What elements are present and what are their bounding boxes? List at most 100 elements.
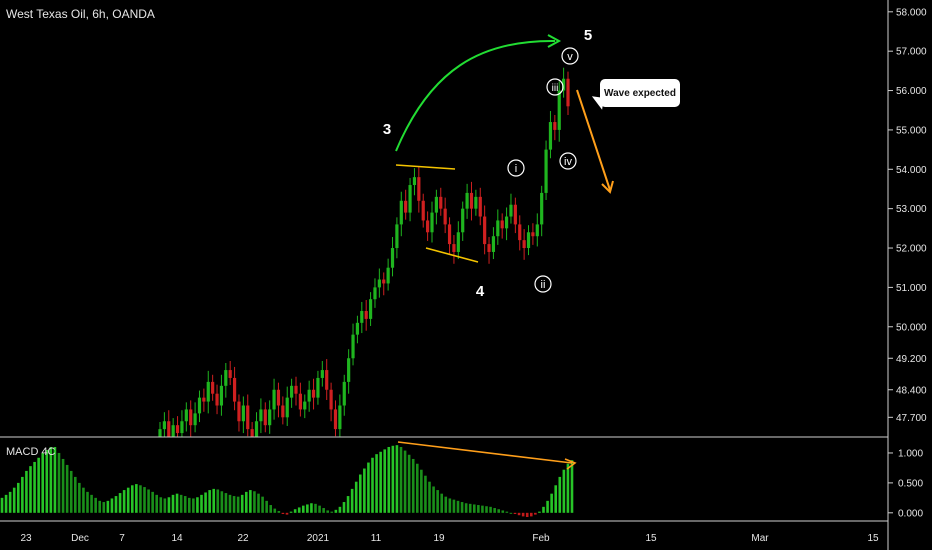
macd-bar: [69, 470, 73, 513]
candle-body: [307, 389, 311, 402]
candle-body: [228, 370, 232, 378]
candle-body: [237, 401, 241, 422]
macd-bar: [452, 499, 456, 513]
candle-body: [241, 405, 245, 422]
macd-bar: [538, 511, 541, 513]
candle-body: [496, 220, 500, 237]
candle-body: [443, 208, 447, 225]
macd-bar: [0, 497, 4, 513]
macd-bar: [208, 490, 211, 513]
macd-bar: [558, 476, 562, 513]
macd-bar: [542, 506, 545, 513]
macd-bar: [187, 497, 191, 513]
wedge-upper-line[interactable]: [395, 164, 456, 170]
time-tick-label: Dec: [71, 533, 89, 544]
wave-4-label[interactable]: 4: [476, 283, 485, 300]
candle-series: [158, 67, 570, 437]
price-tick-label: 56.000: [896, 86, 927, 97]
candle-body: [329, 389, 333, 410]
macd-bar: [399, 446, 403, 513]
candle-body: [395, 224, 399, 249]
macd-bar: [562, 469, 566, 513]
subwave-iii[interactable]: iii: [546, 78, 564, 96]
price-tick-label: 50.000: [896, 322, 927, 333]
macd-bar: [90, 494, 93, 513]
wave-3-label[interactable]: 3: [383, 121, 391, 138]
macd-bar: [261, 496, 264, 513]
macd-bar: [395, 445, 399, 513]
candle-body: [184, 409, 188, 422]
macd-bar: [285, 512, 289, 515]
macd-bar: [485, 506, 488, 513]
macd-bar: [212, 488, 216, 513]
wedge-drawing[interactable]: [395, 164, 479, 263]
macd-bar: [106, 500, 110, 513]
macd-bar: [464, 503, 468, 513]
macd-bar: [126, 487, 130, 513]
candle-body: [294, 385, 298, 394]
candle-body: [250, 429, 254, 437]
macd-bar: [338, 506, 342, 513]
macd-bar: [505, 511, 509, 513]
time-tick-label: 19: [433, 533, 445, 544]
macd-bar: [33, 461, 36, 513]
macd-bar: [534, 512, 537, 515]
candle-body: [333, 409, 338, 430]
macd-bar: [130, 485, 134, 513]
macd-indicator-label[interactable]: MACD 4C: [6, 446, 56, 458]
price-axis[interactable]: 47.700 48.400 49.200 50.000 51.000 52.000 53.0…: [888, 7, 927, 424]
macd-bar: [277, 511, 281, 513]
macd-bar: [78, 482, 81, 513]
macd-bar: [529, 512, 533, 517]
macd-tick-label: 0.000: [898, 508, 923, 519]
candle-body: [526, 232, 531, 249]
candle-body: [197, 397, 202, 414]
macd-bar: [118, 493, 122, 513]
chart-title: West Texas Oil, 6h, OANDA: [6, 7, 155, 21]
candle-body: [263, 409, 267, 426]
wave-expected-callout[interactable]: Wave expected: [600, 79, 680, 107]
wedge-lower-line[interactable]: [425, 247, 479, 263]
candle-body: [351, 334, 355, 359]
orange-down-arrow[interactable]: [576, 89, 611, 191]
macd-bar: [61, 458, 65, 513]
subwave-ii[interactable]: ii: [534, 275, 552, 293]
macd-bar: [334, 509, 338, 513]
wave-5-label[interactable]: 5: [584, 27, 592, 44]
candle-body: [408, 185, 412, 213]
macd-bar: [367, 462, 370, 513]
macd-bar: [411, 458, 415, 513]
candle-body: [412, 177, 417, 186]
candle-body: [548, 122, 553, 150]
macd-bar: [12, 487, 16, 513]
macd-bar: [489, 506, 492, 513]
macd-histogram: [0, 445, 574, 518]
candle-body: [268, 409, 272, 426]
candle-body: [421, 200, 425, 221]
macd-bar: [139, 485, 142, 513]
macd-bar: [171, 494, 175, 513]
subwave-v[interactable]: v: [561, 47, 579, 65]
subwave-iv[interactable]: iv: [559, 152, 577, 170]
subwave-i[interactable]: i: [507, 159, 525, 177]
candle-body: [206, 381, 210, 402]
green-arc-arrow[interactable]: [395, 39, 556, 152]
candle-body: [193, 413, 197, 426]
time-tick-label: 15: [645, 533, 657, 544]
macd-bar: [4, 494, 8, 513]
candle-body: [360, 311, 364, 323]
macd-bar: [45, 449, 49, 513]
macd-bar: [183, 496, 187, 513]
macd-divergence-line[interactable]: [397, 441, 573, 464]
macd-bar: [163, 498, 167, 513]
candle-body: [189, 409, 193, 426]
macd-bar: [297, 507, 301, 513]
time-axis[interactable]: 23 Dec 7 14 22 2021 11 19 Feb 15 Mar 15: [20, 533, 879, 544]
candle-body: [562, 78, 566, 91]
candle-body: [483, 216, 487, 245]
macd-bar: [253, 491, 256, 513]
candle-body: [390, 248, 395, 268]
macd-axis[interactable]: 0.000 0.500 1.000: [888, 448, 923, 519]
candle-body: [430, 212, 434, 233]
